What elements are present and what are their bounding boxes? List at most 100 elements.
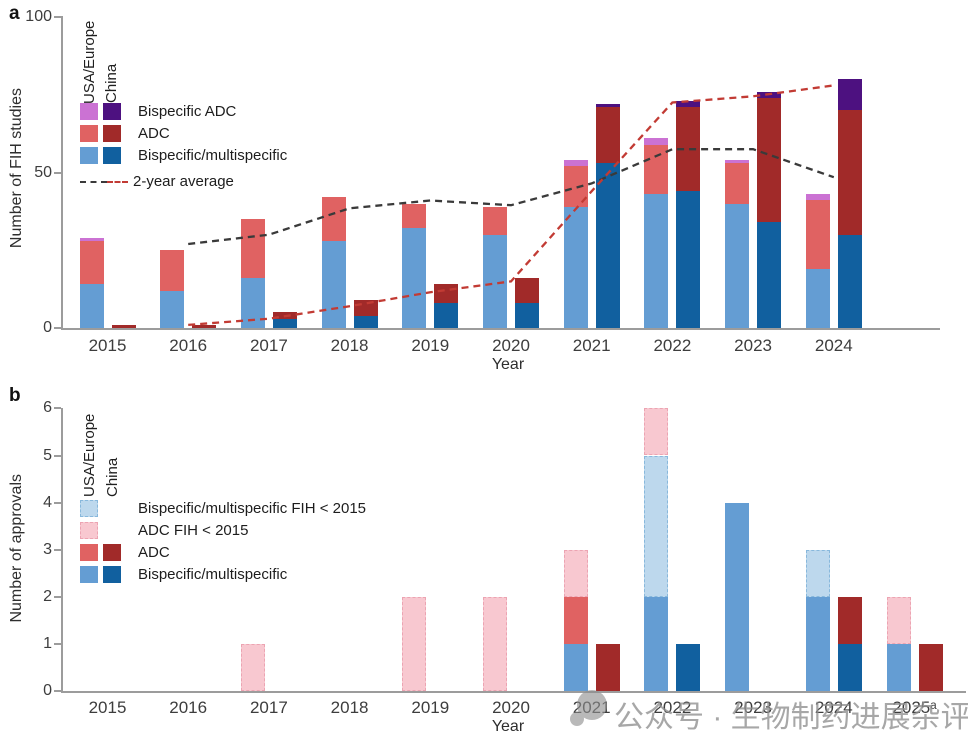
legend-swatch-usa-bispecific (80, 566, 98, 583)
china-bar-segment (837, 79, 862, 111)
y-tick-label: 5 (43, 446, 52, 464)
panel-a-label: a (9, 3, 20, 24)
legend-row-adc: ADC (80, 544, 366, 561)
legend-swatch-placeholder (103, 522, 121, 539)
usa-bar-segment (805, 268, 830, 328)
y-tick-label: 2 (43, 587, 52, 605)
china-bar-segment (595, 163, 620, 328)
usa-bar-segment (886, 596, 911, 644)
china-bar-segment (837, 596, 862, 644)
panel-b-legend-col-usa: USA/Europe (81, 413, 98, 497)
usa-bar-segment (402, 596, 427, 691)
y-tick (54, 595, 61, 598)
usa-bar-segment (725, 163, 750, 204)
usa-bar-segment (160, 290, 185, 328)
legend-row-bispecific-fih-pre2015: Bispecific/multispecific FIH < 2015 (80, 500, 366, 517)
china-bar-segment (676, 100, 701, 108)
y-tick (54, 16, 61, 18)
china-bar-segment (918, 643, 943, 691)
legend-label: Bispecific/multispecific FIH < 2015 (138, 500, 367, 517)
legend-swatch-china-bispecific (103, 566, 121, 583)
x-tick-label: 2016 (169, 698, 208, 717)
x-axis-panel-a (61, 328, 940, 330)
x-axis-panel-b (61, 691, 966, 693)
legend-row-2yr-average: 2-year average (80, 173, 287, 190)
usa-bar-segment (644, 138, 669, 145)
y-tick (54, 327, 61, 329)
legend-swatch-usa-bispecific (80, 147, 98, 164)
x-tick-label: 2017 (249, 336, 288, 355)
china-bar-segment (595, 104, 620, 108)
x-tick-label: 2018 (330, 336, 369, 355)
usa-bar-segment (240, 278, 265, 328)
usa-bar-segment (725, 502, 750, 691)
panel-b-legend: Bispecific/multispecific FIH < 2015 ADC … (80, 500, 366, 588)
legend-swatch-china-adc (103, 125, 121, 142)
legend-row-bispecific: Bispecific/multispecific (80, 566, 366, 583)
china-bar-segment (676, 107, 701, 192)
china-bar-segment (757, 91, 782, 98)
legend-swatch-china-adc (103, 544, 121, 561)
legend-label: 2-year average (133, 173, 234, 190)
legend-label: ADC (138, 125, 170, 142)
legend-row-bispecific-adc: Bispecific ADC (80, 103, 287, 120)
y-axis-panel-a (61, 16, 63, 329)
legend-row-adc-fih-pre2015: ADC FIH < 2015 (80, 522, 366, 539)
x-tick-label: 2022 (653, 698, 692, 717)
panel-b-legend-col-china: China (104, 457, 121, 497)
china-bar-segment (353, 300, 378, 316)
legend-swatch-bispecific-fih-pre2015 (80, 500, 98, 517)
usa-bar-segment (563, 643, 588, 691)
y-tick (54, 642, 61, 645)
y-tick-label: 1 (43, 634, 52, 652)
legend-label: Bispecific/multispecific (138, 566, 288, 583)
usa-bar-segment (402, 228, 427, 328)
x-tick-label: 2023 (734, 336, 772, 355)
panel-b-x-title: Year (491, 718, 525, 735)
legend-swatch-usa-bispecific-adc (80, 103, 98, 120)
legend-swatch-china-bispecific (103, 147, 121, 164)
y-tick-label: 50 (34, 163, 52, 181)
china-bar-segment (353, 315, 378, 328)
usa-bar-segment (483, 596, 507, 691)
china-bar-segment (676, 643, 701, 691)
usa-bar-segment (805, 596, 830, 691)
china-bar-segment (837, 234, 862, 328)
legend-swatch-china-bispecific-adc (103, 103, 121, 120)
legend-row-adc: ADC (80, 125, 287, 142)
panel-a-x-title: Year (491, 356, 525, 373)
y-tick-label: 4 (43, 493, 52, 511)
x-tick-label: 2023 (734, 698, 772, 717)
china-bar-segment (111, 324, 136, 328)
usa-bar-segment (240, 219, 265, 279)
china-bar-segment (515, 303, 539, 328)
x-tick-label: 2024 (814, 698, 853, 717)
usa-bar-segment (563, 166, 588, 207)
y-tick-label: 3 (43, 540, 52, 558)
usa-bar-segment (644, 144, 669, 195)
usa-bar-segment (402, 203, 427, 229)
x-tick-label: 2016 (169, 336, 208, 355)
legend-swatch-usa-adc (80, 544, 98, 561)
legend-label: Bispecific ADC (138, 103, 237, 120)
usa-bar-segment (886, 643, 911, 691)
usa-bar-segment (805, 549, 830, 597)
legend-swatch-adc-fih-pre2015 (80, 522, 98, 539)
usa-bar-segment (79, 284, 104, 328)
china-average-dash-sample (107, 180, 128, 183)
y-tick (54, 690, 61, 692)
x-tick-label: 2019 (411, 698, 450, 717)
usa-bar-segment (483, 206, 507, 235)
usa-bar-segment (563, 206, 588, 328)
usa-bar-segment (805, 200, 830, 269)
chat-bubble-icon (570, 690, 607, 726)
panel-a-legend-col-china: China (103, 63, 120, 103)
china-bar-segment (272, 318, 297, 328)
legend-swatch-placeholder (103, 500, 121, 517)
x-tick-label: 2020 (492, 336, 530, 355)
x-tick-label: 2019 (411, 336, 450, 355)
watermark-text: 公众号 · 生物制药进展杂评 (614, 701, 968, 734)
y-tick-label: 6 (43, 399, 52, 417)
usa-average-dash-sample (80, 180, 107, 183)
